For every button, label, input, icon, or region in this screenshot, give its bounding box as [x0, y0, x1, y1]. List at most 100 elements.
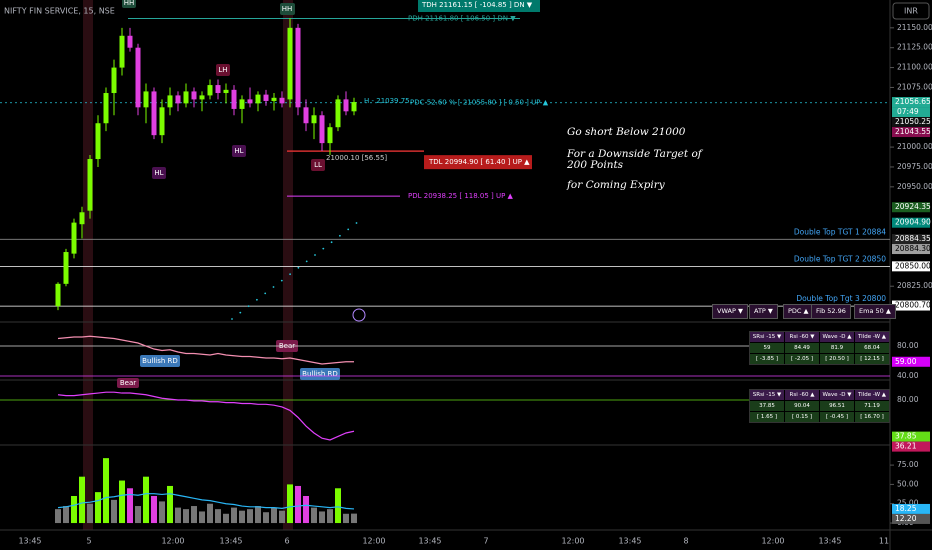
candle-body	[175, 95, 181, 104]
volume-bar	[103, 458, 109, 524]
projection-dot	[289, 273, 291, 276]
table-cell: 81.9	[820, 343, 854, 353]
x-tick-label: 13:45	[418, 537, 441, 546]
price-tag	[892, 202, 930, 213]
table-cell: Wave -D ▲	[820, 332, 854, 342]
price-tag	[892, 127, 930, 138]
event-icon[interactable]	[352, 308, 366, 322]
volume-bar	[231, 507, 237, 524]
volume-bar	[335, 488, 341, 524]
volume-bar	[159, 501, 165, 524]
y-tick-label: 20950.00	[897, 182, 932, 191]
candle-body	[223, 89, 229, 94]
y-tick-label: 20825.00	[897, 281, 932, 290]
currency-box[interactable]	[892, 2, 930, 20]
table-cell: [ -3.85 ]	[750, 354, 784, 364]
x-tick-label: 12:00	[362, 537, 385, 546]
volume-bar	[199, 511, 205, 524]
volume-bar	[215, 509, 221, 524]
table-cell: Wave -D ▼	[820, 390, 854, 400]
candle-body	[199, 95, 205, 100]
volume-bar	[87, 503, 93, 524]
price-tag	[892, 513, 930, 524]
candle-body	[207, 85, 213, 96]
table-cell: [ 1.65 ]	[750, 412, 784, 422]
level-box	[418, 0, 540, 12]
countdown-box	[892, 107, 930, 118]
projection-dot	[264, 292, 267, 295]
candle-body	[271, 97, 277, 101]
volume-bar	[295, 485, 301, 524]
projection-dot	[339, 234, 341, 237]
candle-body	[143, 91, 149, 108]
projection-dot	[231, 318, 233, 320]
price-tag	[892, 234, 930, 245]
candle-body	[231, 89, 237, 109]
table-cell: Tilde -W ▲	[855, 390, 889, 400]
projection-dot	[314, 254, 316, 256]
price-tag	[892, 431, 930, 442]
table-cell: 90.04	[785, 401, 819, 411]
candle-body	[287, 27, 293, 100]
volume-bar	[111, 499, 117, 524]
currency[interactable]: INR	[904, 7, 918, 16]
table-cell: 96.51	[820, 401, 854, 411]
table-cell: [ -2.05 ]	[785, 354, 819, 364]
candle-body	[319, 115, 325, 144]
candle-body	[327, 127, 333, 144]
candle-body	[239, 99, 245, 109]
candle-body	[127, 35, 133, 48]
volume-bar	[71, 496, 77, 524]
candle-body	[191, 91, 197, 100]
price-tag	[892, 97, 930, 108]
level-label: Double Top TGT 1 20884	[794, 227, 886, 236]
volume-bar	[327, 509, 333, 524]
volume-bar	[183, 509, 189, 524]
symbol: NIFTY FIN SERVICE, 15, NSE	[4, 7, 115, 16]
table-cell: 84.49	[785, 343, 819, 353]
candle-body	[159, 107, 165, 136]
price-tag-label: 21056.65	[895, 97, 931, 106]
x-tick-label: 5	[86, 537, 91, 546]
price-tag-label: 20800.70	[895, 301, 931, 310]
table-cell: 71.19	[855, 401, 889, 411]
level-label: PDL 20938.25 [ 118.05 ] UP ▲	[408, 192, 514, 200]
table-cell: Tilde -W ▲	[855, 332, 889, 342]
swing-label: HH	[282, 5, 293, 13]
volume-bar	[207, 503, 213, 524]
note: for Coming Expiry	[567, 179, 665, 191]
legend-button[interactable]: Ema 50 ▲	[854, 304, 896, 319]
projection-dot	[247, 305, 250, 308]
legend-button[interactable]: VWAP ▼	[712, 304, 748, 319]
level-label: Double Top TGT 2 20850	[794, 254, 886, 263]
table-cell: Rsi -60 ▲	[785, 390, 819, 400]
price-tag-label: 20850.00	[895, 261, 931, 270]
x-tick-label: 12:00	[161, 537, 184, 546]
legend-button[interactable]: PDC ▲	[783, 304, 814, 319]
label-box	[311, 159, 325, 171]
projection-dot	[355, 222, 358, 224]
label-box	[280, 3, 295, 15]
candle-body	[95, 123, 101, 160]
candle-body	[255, 94, 261, 104]
legend-button[interactable]: ATP ▼	[749, 304, 778, 319]
level-label: TDH 21161.15 [ -104.85 ] DN ▼	[421, 1, 533, 9]
indicator-line	[57, 391, 355, 441]
volume-bar	[319, 511, 325, 524]
candle-body	[279, 97, 285, 104]
legend-button[interactable]: Fib 52.96	[811, 304, 851, 319]
session-shade	[283, 0, 293, 530]
volume-bar	[263, 512, 269, 524]
x-tick-label: 7	[483, 537, 488, 546]
y-tick-label: 25.00	[897, 499, 919, 508]
table-cell: SRsi -15 ▼	[750, 390, 784, 400]
projection-dot	[256, 298, 258, 301]
volume-bar	[63, 506, 69, 524]
candle-body	[247, 99, 253, 104]
y-tick-label: 80.00	[897, 341, 919, 350]
volume-bar	[311, 507, 317, 524]
projection-dot	[322, 247, 325, 250]
projection-dot	[347, 228, 350, 231]
candle-body	[263, 94, 269, 101]
